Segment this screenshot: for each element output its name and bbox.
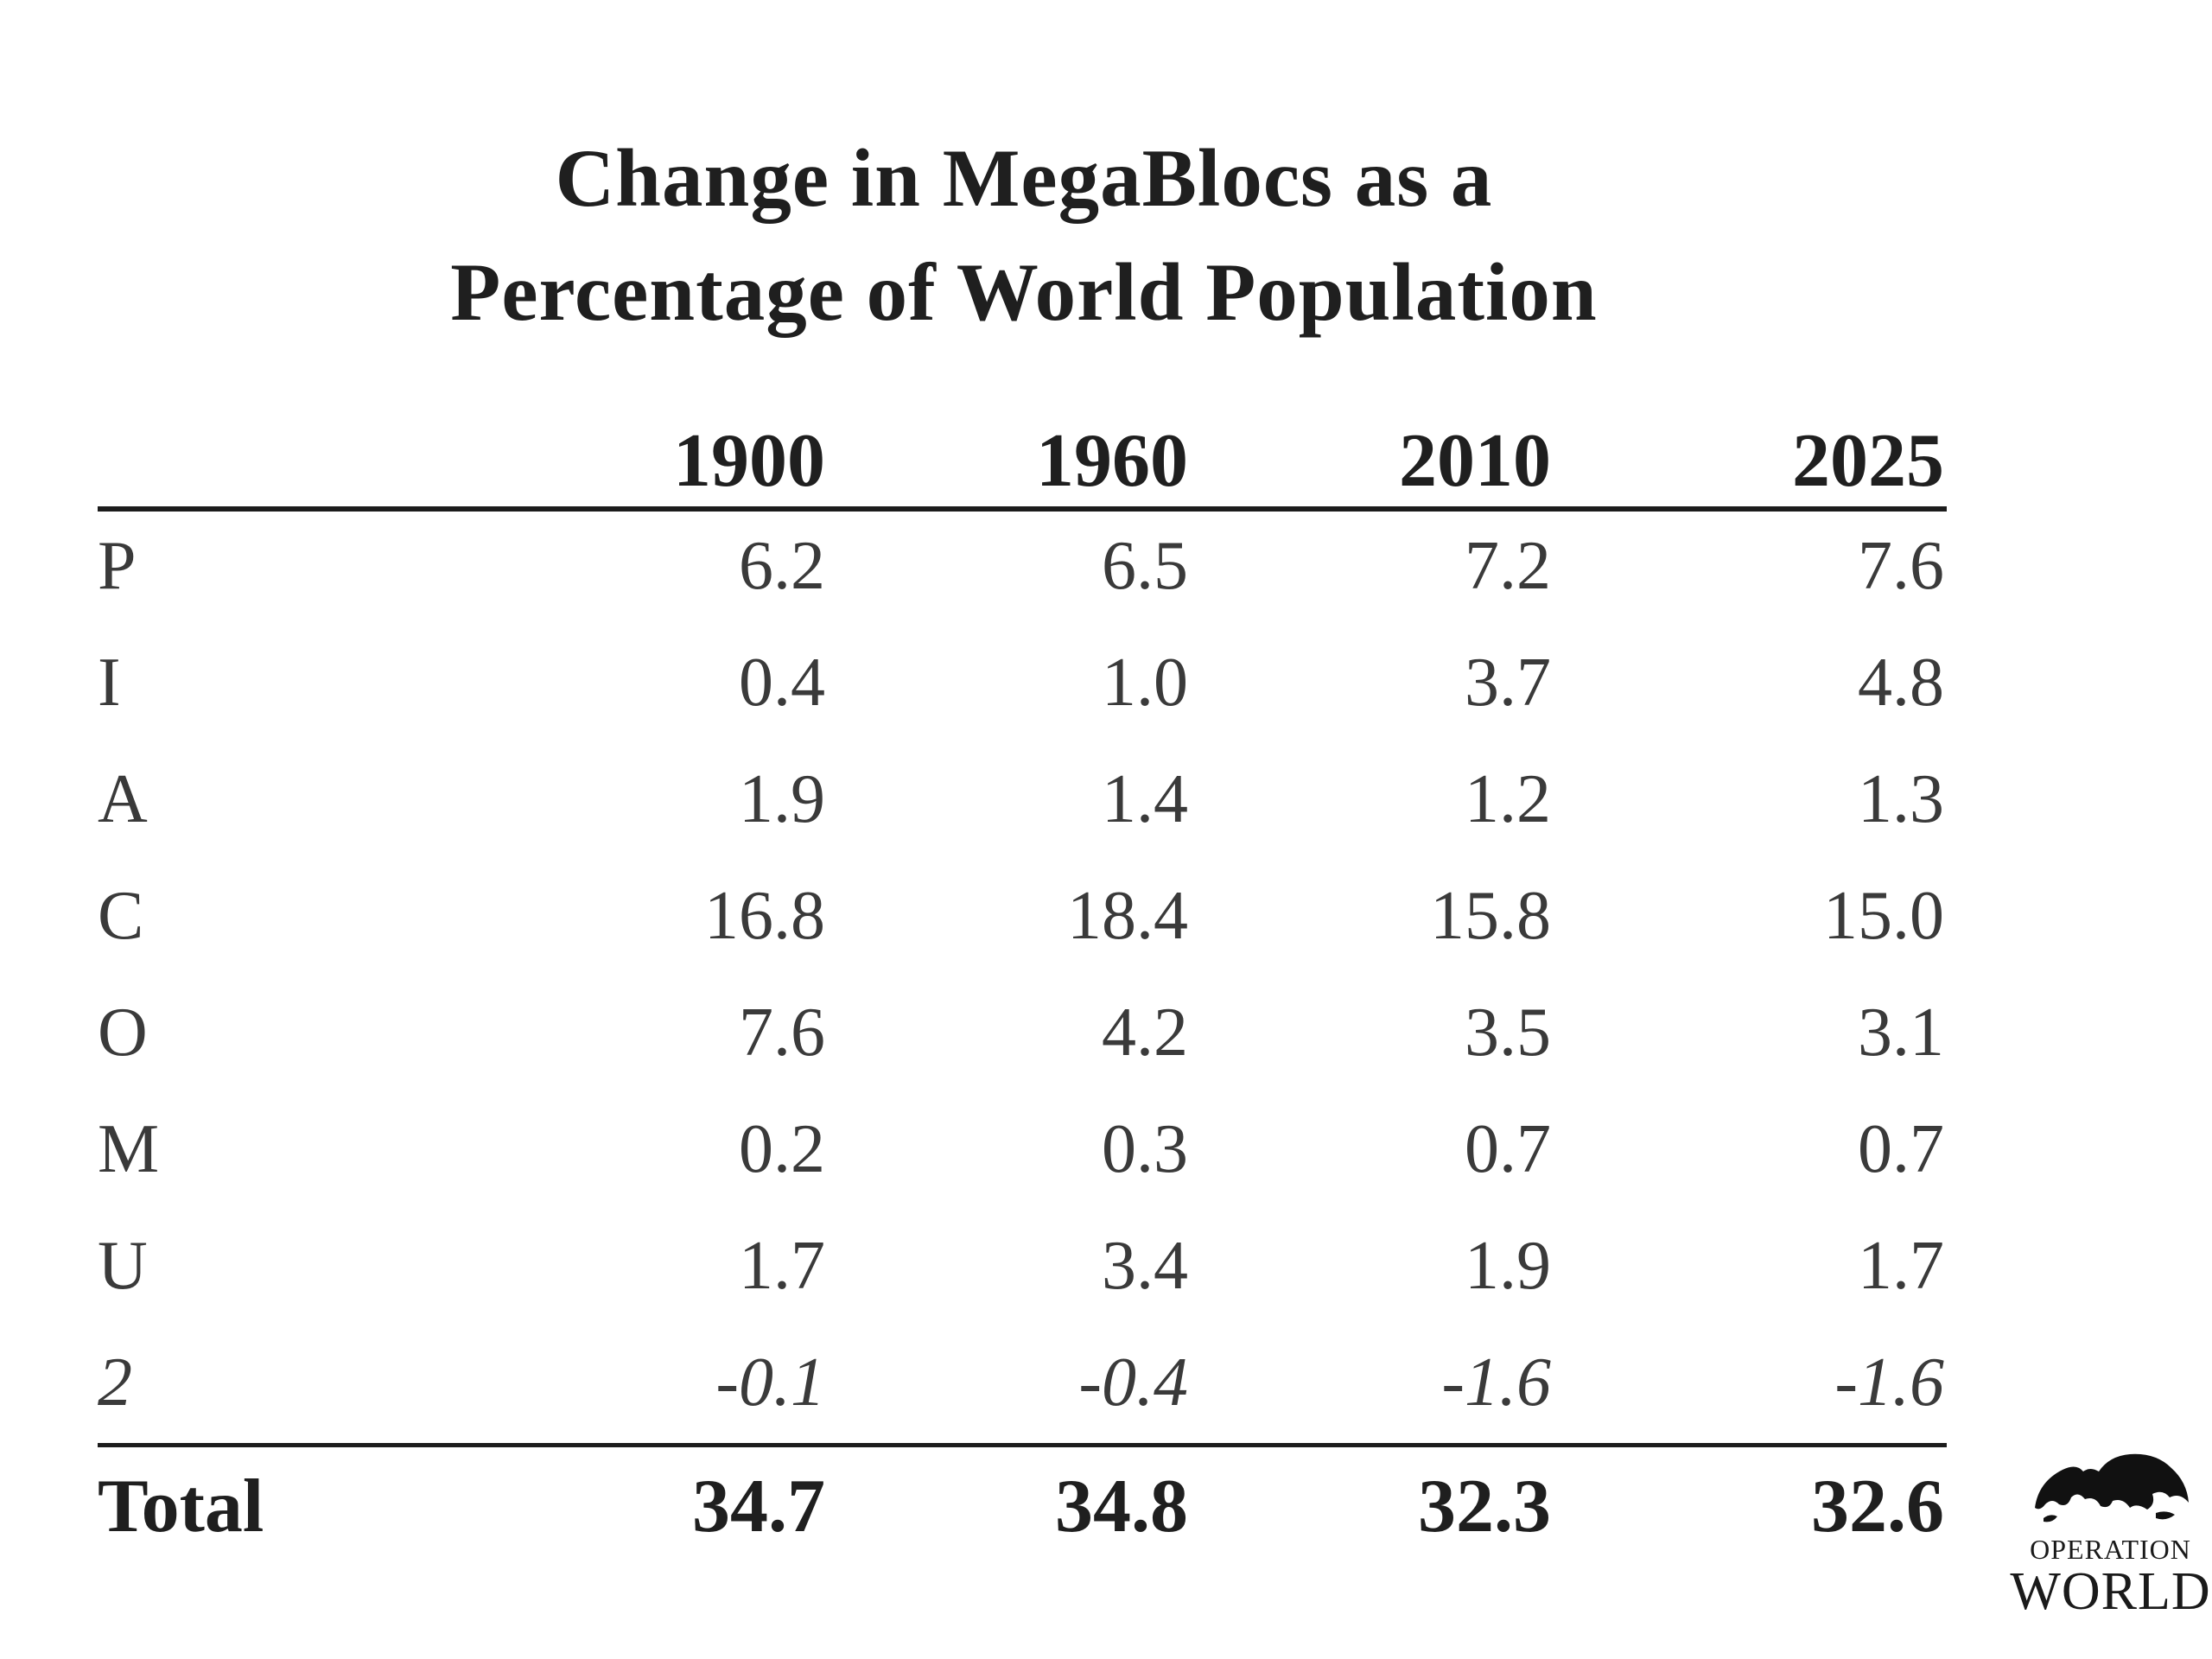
- table-cell-1900: 7.6: [739, 995, 825, 1071]
- table-row: A 1.9 1.4 1.2 1.3: [98, 741, 1947, 858]
- total-label: Total: [98, 1465, 264, 1548]
- table-cell-1900: -0.1: [715, 1344, 825, 1421]
- logo-text-operation: OPERATION: [2030, 1534, 2191, 1565]
- table-cell-1900: 16.8: [704, 878, 825, 954]
- total-row: Total 34.7 34.8 32.3 32.6: [98, 1448, 1947, 1565]
- table-row: C 16.8 18.4 15.8 15.0: [98, 858, 1947, 975]
- table-cell-2025: -1.6: [1834, 1344, 1944, 1421]
- row-label: U: [98, 1228, 148, 1304]
- total-value-1960: 34.8: [1055, 1465, 1188, 1548]
- table-cell-1960: 3.4: [1102, 1228, 1188, 1304]
- total-value-2010: 32.3: [1418, 1465, 1551, 1548]
- row-label: A: [98, 761, 148, 837]
- table-cell-1900: 0.2: [739, 1111, 825, 1187]
- operation-world-logo: OPERATION WORLD: [2009, 1447, 2212, 1624]
- table-cell-1900: 1.9: [739, 761, 825, 837]
- logo-text-world: WORLD: [2010, 1562, 2211, 1621]
- column-header-1900: 1900: [673, 419, 825, 503]
- table-cell-1960: 18.4: [1067, 878, 1188, 954]
- row-label: I: [98, 645, 121, 721]
- row-label: O: [98, 995, 148, 1071]
- table-cell-2010: -1.6: [1441, 1344, 1551, 1421]
- table-cell-2025: 7.6: [1858, 528, 1944, 604]
- table-cell-2025: 4.8: [1858, 645, 1944, 721]
- table-cell-2025: 0.7: [1858, 1111, 1944, 1187]
- table-cell-1900: 6.2: [739, 528, 825, 604]
- table-row: 2 -0.1 -0.4 -1.6 -1.6: [98, 1325, 1947, 1441]
- megablocs-table: 1900 1960 2010 2025 P 6.2 6.5 7.2 7.6 I 0.4 1.0…: [98, 415, 1947, 1565]
- table-cell-1960: -0.4: [1078, 1344, 1188, 1421]
- row-label: M: [98, 1111, 160, 1187]
- row-label: 2: [98, 1344, 132, 1421]
- table-cell-1960: 1.0: [1102, 645, 1188, 721]
- column-header-1960: 1960: [1036, 419, 1188, 503]
- header-divider: [98, 506, 1947, 512]
- table-cell-2010: 7.2: [1465, 528, 1551, 604]
- table-cell-2010: 3.7: [1465, 645, 1551, 721]
- table-cell-2010: 1.9: [1465, 1228, 1551, 1304]
- table-cell-2025: 3.1: [1858, 995, 1944, 1071]
- total-value-2025: 32.6: [1811, 1465, 1944, 1548]
- total-value-1900: 34.7: [692, 1465, 825, 1548]
- row-label: P: [98, 528, 137, 604]
- table-row: M 0.2 0.3 0.7 0.7: [98, 1091, 1947, 1208]
- table-cell-1960: 4.2: [1102, 995, 1188, 1071]
- table-cell-2025: 1.7: [1858, 1228, 1944, 1304]
- table-row: I 0.4 1.0 3.7 4.8: [98, 625, 1947, 741]
- column-header-2025: 2025: [1792, 419, 1944, 503]
- table-cell-1900: 0.4: [739, 645, 825, 721]
- chart-title-line-2: Percentage of World Population: [450, 246, 1598, 338]
- table-cell-1960: 0.3: [1102, 1111, 1188, 1187]
- table-row: U 1.7 3.4 1.9 1.7: [98, 1208, 1947, 1325]
- table-cell-1900: 1.7: [739, 1228, 825, 1304]
- total-divider: [98, 1443, 1947, 1447]
- chart-title-line-1: Change in MegaBlocs as a: [555, 132, 1493, 224]
- table-row: P 6.2 6.5 7.2 7.6: [98, 508, 1947, 625]
- table-cell-1960: 1.4: [1102, 761, 1188, 837]
- table-cell-2010: 3.5: [1465, 995, 1551, 1071]
- column-header-row: 1900 1960 2010 2025: [98, 415, 1947, 512]
- table-cell-2010: 15.8: [1430, 878, 1551, 954]
- table-row: O 7.6 4.2 3.5 3.1: [98, 975, 1947, 1091]
- globe-silhouette-icon: [2035, 1453, 2189, 1522]
- row-label: C: [98, 878, 144, 954]
- table-cell-2025: 1.3: [1858, 761, 1944, 837]
- table-cell-2010: 1.2: [1465, 761, 1551, 837]
- table-cell-2010: 0.7: [1465, 1111, 1551, 1187]
- table-cell-2025: 15.0: [1823, 878, 1944, 954]
- table-cell-1960: 6.5: [1102, 528, 1188, 604]
- column-header-2010: 2010: [1399, 419, 1551, 503]
